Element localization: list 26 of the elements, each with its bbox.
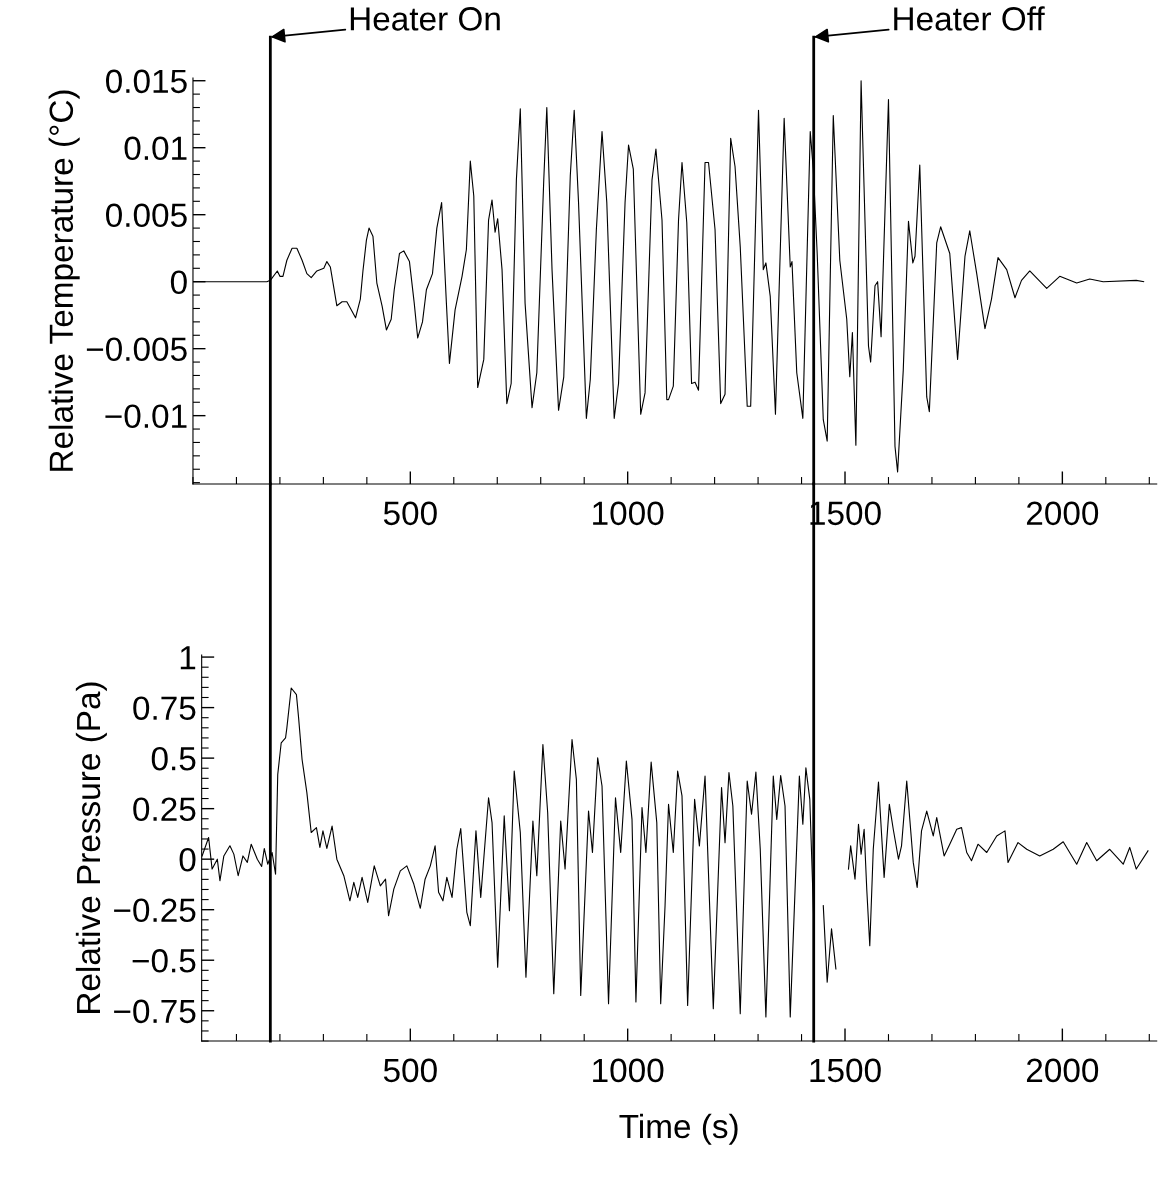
y-axis-title: Relative Temperature (°C): [48, 90, 80, 471]
x-tick-label: 500: [383, 1058, 437, 1083]
y-tick-label: 0.25: [133, 797, 196, 822]
x-tick-label: 1500: [810, 1058, 881, 1083]
y-tick-label: 0: [170, 270, 187, 295]
y-tick-label: 0.01: [124, 136, 187, 161]
x-tick-label: 500: [383, 501, 437, 526]
y-tick-label: −0.25: [114, 898, 196, 923]
y-tick-label: 0.5: [151, 746, 196, 771]
y-tick-label: 1: [180, 646, 196, 670]
y-tick-label: 0.015: [106, 69, 187, 94]
y-axis-title: Relative Pressure (Pa): [75, 682, 107, 1013]
ref-line-label: Heater Off: [894, 6, 1045, 31]
x-axis-title: Time (s): [619, 1113, 738, 1145]
y-tick-label: −0.5: [132, 949, 196, 973]
x-tick-label: 1000: [593, 1058, 664, 1083]
x-tick-label: 2000: [1026, 1058, 1099, 1083]
y-tick-label: 0: [179, 847, 196, 872]
y-tick-label: −0.01: [105, 404, 187, 429]
y-tick-label: −0.75: [114, 999, 196, 1024]
y-tick-label: 0.005: [106, 203, 187, 228]
x-tick-label: 2000: [1026, 501, 1099, 526]
x-tick-label: 1000: [593, 501, 664, 526]
ref-line-label: Heater On: [350, 7, 500, 31]
y-tick-label: 0.75: [133, 696, 196, 720]
y-tick-label: −0.005: [86, 337, 187, 362]
